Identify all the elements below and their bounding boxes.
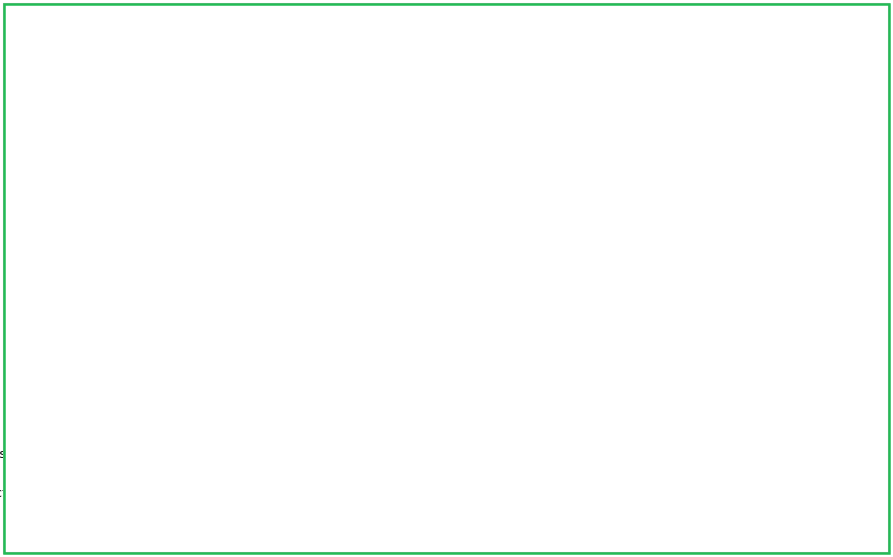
- FancyBboxPatch shape: [356, 332, 383, 362]
- Text: ···: ···: [471, 203, 489, 222]
- Text: Resources: Resources: [736, 473, 824, 488]
- Text: Marketing: Marketing: [463, 100, 532, 114]
- Circle shape: [354, 97, 358, 102]
- Circle shape: [431, 111, 435, 115]
- Circle shape: [364, 349, 368, 353]
- Circle shape: [400, 214, 405, 219]
- Text: Function App: Function App: [0, 487, 58, 501]
- Circle shape: [438, 111, 443, 115]
- Text: Production: Production: [26, 340, 97, 354]
- Bar: [4, 409, 889, 553]
- FancyBboxPatch shape: [260, 94, 287, 124]
- Circle shape: [267, 349, 271, 353]
- Circle shape: [452, 349, 455, 353]
- Circle shape: [368, 340, 372, 344]
- Circle shape: [362, 97, 367, 102]
- Circle shape: [445, 349, 448, 353]
- Circle shape: [80, 479, 110, 509]
- Circle shape: [320, 214, 325, 219]
- Circle shape: [275, 349, 279, 353]
- Circle shape: [87, 446, 104, 462]
- Circle shape: [530, 210, 545, 224]
- Circle shape: [220, 451, 237, 467]
- Text: Resource Groups: Resource Groups: [707, 340, 853, 354]
- Circle shape: [357, 87, 363, 92]
- Circle shape: [213, 444, 243, 474]
- Circle shape: [80, 439, 110, 469]
- Text: ···: ···: [346, 97, 364, 116]
- Circle shape: [137, 349, 140, 353]
- Circle shape: [275, 111, 279, 115]
- Text: HR: HR: [225, 100, 245, 114]
- Text: campaign: campaign: [547, 221, 613, 233]
- Circle shape: [316, 210, 330, 224]
- Polygon shape: [291, 12, 310, 47]
- Text: Subscriptions: Subscriptions: [722, 216, 839, 231]
- Text: ···: ···: [238, 203, 257, 222]
- Text: Management Groups: Management Groups: [690, 100, 870, 115]
- Circle shape: [129, 349, 133, 353]
- Circle shape: [426, 210, 439, 224]
- Circle shape: [271, 102, 275, 106]
- Bar: [210, 413, 430, 545]
- Circle shape: [213, 484, 243, 514]
- FancyBboxPatch shape: [423, 94, 451, 124]
- Bar: [4, 64, 889, 161]
- Circle shape: [267, 111, 271, 115]
- Circle shape: [396, 210, 410, 224]
- Text: Benefits: Benefits: [108, 207, 163, 219]
- Text: Test: Test: [199, 336, 226, 350]
- Circle shape: [435, 102, 439, 106]
- Text: Azure: Azure: [416, 19, 504, 48]
- Circle shape: [430, 214, 436, 219]
- Circle shape: [447, 340, 452, 344]
- FancyBboxPatch shape: [122, 333, 148, 361]
- Bar: [4, 161, 889, 285]
- Polygon shape: [299, 28, 321, 47]
- FancyBboxPatch shape: [260, 332, 287, 362]
- Circle shape: [180, 208, 195, 222]
- Text: root: root: [381, 86, 409, 100]
- Circle shape: [535, 214, 540, 219]
- Circle shape: [271, 340, 275, 344]
- Text: Test Web App: Test Web App: [250, 492, 344, 506]
- Text: Cosmos DB: Cosmos DB: [0, 447, 58, 461]
- Bar: [4, 285, 889, 409]
- Bar: [4, 4, 889, 64]
- Text: Test DB: Test DB: [250, 452, 302, 466]
- FancyBboxPatch shape: [437, 332, 463, 362]
- Bar: [210, 293, 495, 401]
- Circle shape: [371, 349, 376, 353]
- Text: ···: ···: [405, 338, 423, 356]
- Polygon shape: [310, 12, 329, 47]
- FancyBboxPatch shape: [345, 77, 375, 113]
- Text: Retail: Retail: [547, 203, 585, 216]
- Circle shape: [133, 340, 138, 345]
- Circle shape: [185, 212, 190, 218]
